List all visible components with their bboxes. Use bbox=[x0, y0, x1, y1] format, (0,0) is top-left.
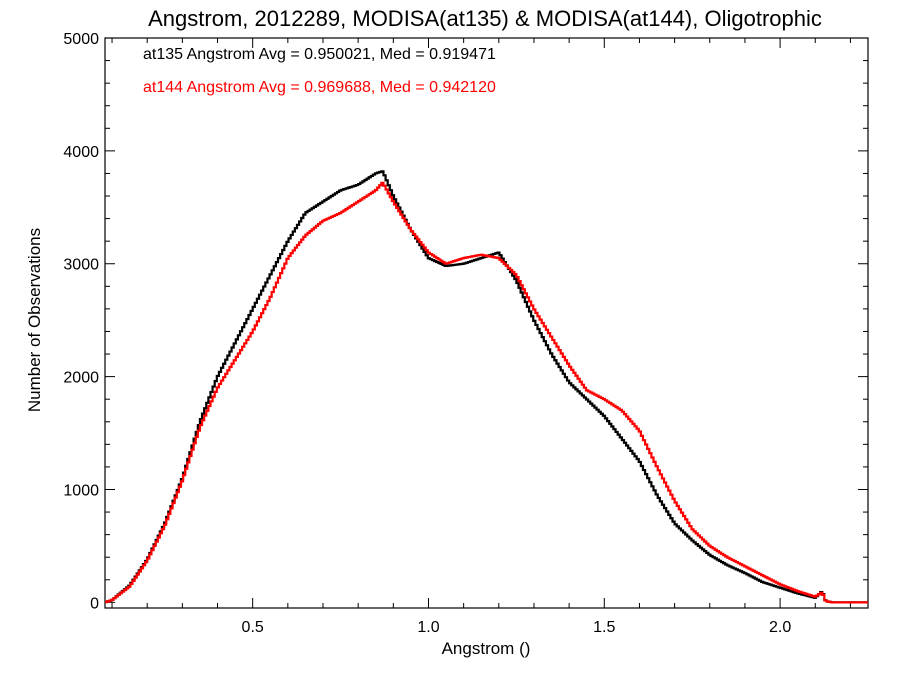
y-tick-label: 2000 bbox=[63, 370, 99, 387]
series-layer bbox=[105, 170, 868, 604]
legend-entry-at135: at135 Angstrom Avg = 0.950021, Med = 0.9… bbox=[143, 46, 496, 63]
x-tick-label: 2.0 bbox=[769, 619, 791, 636]
x-tick-label: 1.0 bbox=[417, 619, 439, 636]
x-tick-label: 1.5 bbox=[593, 619, 615, 636]
legend-entry-at144: at144 Angstrom Avg = 0.969688, Med = 0.9… bbox=[143, 79, 496, 96]
chart-title: Angstrom, 2012289, MODISA(at135) & MODIS… bbox=[148, 6, 822, 31]
y-axis-label: Number of Observations bbox=[25, 228, 44, 412]
y-tick-label: 4000 bbox=[63, 144, 99, 161]
y-tick-label: 0 bbox=[90, 595, 99, 612]
y-tick-label: 3000 bbox=[63, 257, 99, 274]
y-tick-label: 5000 bbox=[63, 31, 99, 48]
x-axis-label: Angstrom () bbox=[442, 639, 531, 658]
x-axis: 0.5 1.0 1.5 2.0 bbox=[111, 38, 851, 636]
y-tick-label: 1000 bbox=[63, 482, 99, 499]
plot-area-frame bbox=[104, 37, 869, 609]
y-axis: 0 1000 2000 3000 4000 5000 bbox=[63, 31, 868, 612]
series-line-at144 bbox=[105, 181, 868, 604]
x-tick-label: 0.5 bbox=[242, 619, 264, 636]
series-line-at135 bbox=[105, 170, 868, 604]
